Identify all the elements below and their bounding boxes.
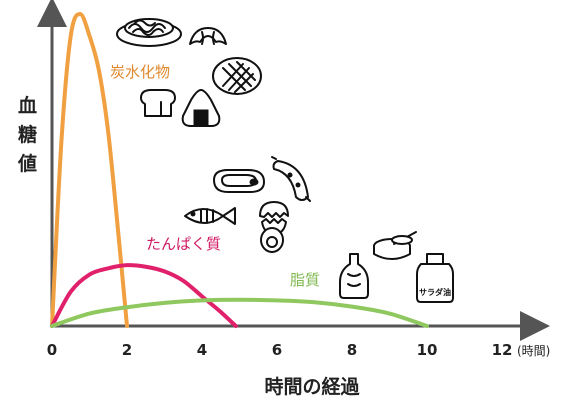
x-tick-label: 6 xyxy=(272,341,282,359)
x-tick-label: 2 xyxy=(122,341,132,359)
y-axis-label-char: 糖 xyxy=(18,123,37,146)
fish-icon xyxy=(184,207,236,225)
y-axis-label-char: 血 xyxy=(18,94,37,117)
x-tick-label: 10 xyxy=(417,341,438,359)
sausage-icon xyxy=(271,156,311,202)
x-tick-label: 8 xyxy=(347,341,357,359)
bread-loaf-icon xyxy=(140,89,176,117)
butter-can-icon xyxy=(373,231,417,260)
mayonnaise-bottle-icon xyxy=(339,253,369,299)
spaghetti-icon xyxy=(116,18,182,47)
x-tick-label: 0 xyxy=(47,341,57,359)
x-tick-label: 4 xyxy=(197,341,207,359)
x-axis-unit: (時間) xyxy=(517,344,550,358)
steak-icon xyxy=(213,169,265,193)
x-tick-labels: 0 2 4 6 8 10 12 xyxy=(47,341,513,359)
series-line-fat xyxy=(50,297,429,328)
series-group xyxy=(50,11,429,328)
x-axis-label: 時間の経過 xyxy=(264,375,360,398)
y-axis-label-char: 値 xyxy=(17,153,37,175)
onigiri-icon xyxy=(181,89,221,127)
boiled-egg-icon xyxy=(260,227,284,253)
croissant-icon xyxy=(189,27,227,45)
x-tick-label: 12 xyxy=(492,341,513,359)
series-label-protein: たんぱく質 xyxy=(146,235,221,253)
series-label-fat: 脂質 xyxy=(290,271,320,289)
series-label-carbohydrate: 炭水化物 xyxy=(110,63,170,81)
salad-oil-bottle-icon: サラダ油 xyxy=(416,253,454,303)
series-line-carbohydrate xyxy=(50,11,129,328)
salad-oil-label: サラダ油 xyxy=(419,287,451,297)
y-axis-label: 血 糖 値 xyxy=(17,94,37,175)
melon-bread-icon xyxy=(212,57,262,95)
